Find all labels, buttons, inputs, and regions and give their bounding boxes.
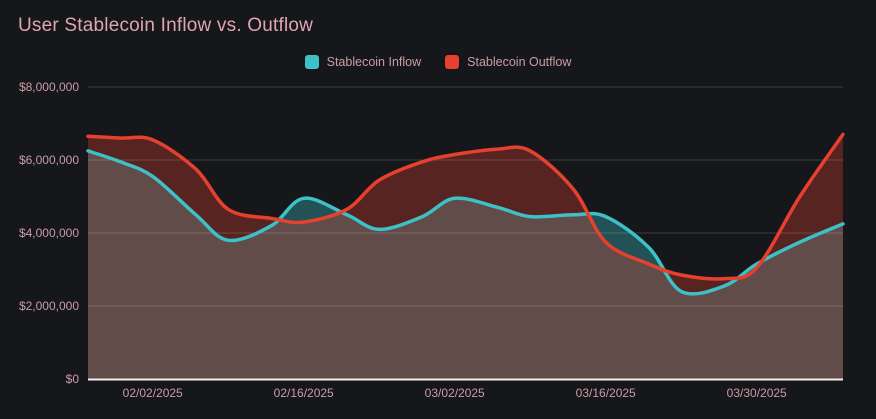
y-axis-label: $2,000,000: [19, 299, 79, 313]
x-axis-label: 03/30/2025: [727, 386, 787, 400]
y-axis-label: $6,000,000: [19, 153, 79, 167]
outflow-swatch-icon: [445, 55, 460, 69]
legend-item-stablecoin-outflow[interactable]: Stablecoin Outflow: [445, 55, 571, 69]
outflow-line: [86, 132, 845, 281]
y-axis-label: $8,000,000: [19, 80, 79, 94]
chart-legend: Stablecoin Inflow Stablecoin Outflow: [0, 55, 876, 69]
inflow-swatch-icon: [304, 55, 319, 69]
inflow-area: [88, 150, 843, 379]
outflow-area: [88, 134, 843, 379]
y-axis-label: $0: [66, 372, 80, 386]
x-axis-label: 02/02/2025: [123, 386, 183, 400]
chart-title: User Stablecoin Inflow vs. Outflow: [18, 15, 314, 36]
outflow-legend-label: Stablecoin Outflow: [467, 55, 572, 69]
x-axis-label: 03/16/2025: [576, 386, 636, 400]
x-axis-label: 02/16/2025: [274, 386, 334, 400]
y-axis-label: $4,000,000: [19, 226, 79, 240]
inflow-legend-label: Stablecoin Inflow: [326, 55, 422, 69]
x-axis-label: 03/02/2025: [425, 386, 485, 400]
inflow-line: [86, 149, 845, 296]
legend-item-stablecoin-inflow[interactable]: Stablecoin Inflow: [304, 55, 422, 69]
